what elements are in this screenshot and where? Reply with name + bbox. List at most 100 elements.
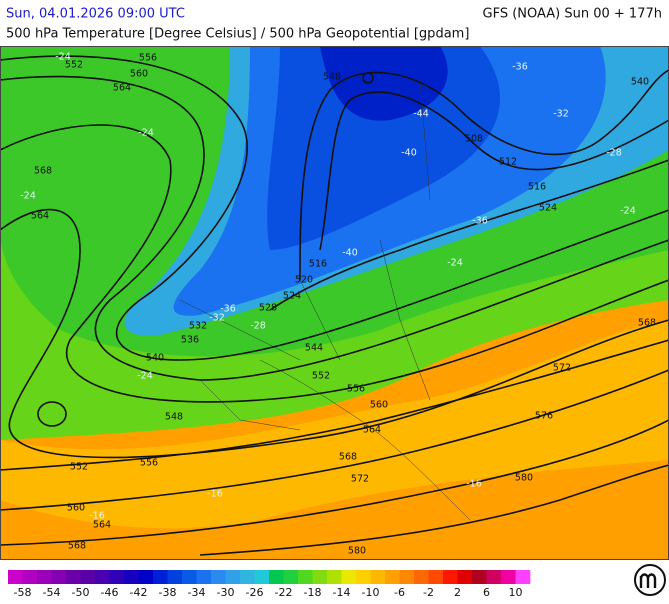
- geopotential-label: 552: [312, 371, 330, 382]
- temperature-label: -32: [209, 313, 225, 324]
- colorbar-label: -58: [14, 586, 32, 599]
- geopotential-label: 568: [339, 452, 357, 463]
- colorbar-swatch: [124, 570, 139, 584]
- colorbar-swatch: [312, 570, 328, 584]
- geopotential-label: 540: [146, 353, 164, 364]
- colorbar-swatch: [486, 570, 502, 584]
- temperature-label: -28: [606, 148, 622, 159]
- geopotential-label: 572: [553, 363, 571, 374]
- colorbar-swatch: [370, 570, 386, 584]
- geopotential-label: 580: [515, 473, 533, 484]
- temperature-label: -24: [138, 128, 154, 139]
- geopotential-label: 524: [283, 291, 301, 302]
- geopotential-label: 560: [67, 503, 85, 514]
- colorbar-label: 2: [454, 586, 461, 599]
- temperature-label: -40: [401, 148, 417, 159]
- colorbar-swatch: [138, 570, 154, 584]
- temperature-label: -24: [137, 371, 153, 382]
- geopotential-label: 556: [140, 458, 158, 469]
- colorbar-swatch: [515, 570, 531, 584]
- temperature-label: -24: [55, 52, 71, 63]
- colorbar-label: -2: [423, 586, 434, 599]
- geopotential-label: 568: [638, 318, 656, 329]
- temperature-label: -24: [620, 206, 636, 217]
- geopotential-label: 568: [34, 166, 52, 177]
- colorbar-swatch: [501, 570, 516, 584]
- colorbar-swatch: [37, 570, 52, 584]
- colorbar-label: -22: [275, 586, 293, 599]
- geopotential-label: 532: [189, 321, 207, 332]
- geopotential-label: 560: [370, 400, 388, 411]
- logo: [634, 564, 666, 596]
- temperature-label: -36: [220, 304, 236, 315]
- colorbar-label: -38: [159, 586, 177, 599]
- geopotential-label: 548: [323, 72, 341, 83]
- colorbar-swatch: [298, 570, 313, 584]
- geopotential-label: 536: [181, 335, 199, 346]
- temperature-label: -40: [342, 248, 358, 259]
- temperature-label: -28: [250, 321, 266, 332]
- colorbar-label: -6: [394, 586, 405, 599]
- geopotential-label: 568: [68, 541, 86, 552]
- map: 552 556 560 564 568 564 548 540 508 512 516 524 516 5…: [0, 46, 669, 560]
- colorbar-label: -46: [101, 586, 119, 599]
- colorbar: -58 -54 -50 -46 -42 -38 -34 -30 -26 -22 -18 -14 -10-…: [8, 570, 531, 599]
- geopotential-label: 564: [113, 83, 131, 94]
- colorbar-swatch: [428, 570, 444, 584]
- colorbar-label: -18: [304, 586, 322, 599]
- colorbar-swatch: [472, 570, 487, 584]
- colorbar-swatch: [283, 570, 299, 584]
- geopotential-label: 560: [130, 69, 148, 80]
- temperature-label: -32: [553, 109, 569, 120]
- colorbar-label: -30: [217, 586, 235, 599]
- geopotential-label: 544: [305, 343, 323, 354]
- colorbar-label: -10: [362, 586, 380, 599]
- colorbar-swatch: [8, 570, 23, 584]
- colorbar-swatch: [196, 570, 212, 584]
- map-title: 500 hPa Temperature [Degree Celsius] / 5…: [6, 27, 469, 42]
- colorbar-label: -42: [130, 586, 148, 599]
- geopotential-label: 512: [499, 157, 517, 168]
- temperature-label: -36: [472, 216, 488, 227]
- colorbar-swatch: [225, 570, 241, 584]
- geopotential-label: 516: [528, 182, 546, 193]
- geopotential-label: 556: [139, 53, 157, 64]
- colorbar-swatch: [414, 570, 429, 584]
- geopotential-label: 564: [93, 520, 111, 531]
- datetime: Sun, 04.01.2026 09:00 UTC: [6, 7, 185, 22]
- geopotential-label: 552: [65, 60, 83, 71]
- temperature-label: -24: [447, 258, 463, 269]
- colorbar-swatch: [457, 570, 473, 584]
- colorbar-swatch: [269, 570, 284, 584]
- geopotential-label: 564: [31, 211, 49, 222]
- colorbar-swatch: [240, 570, 255, 584]
- geopotential-label: 556: [347, 384, 365, 395]
- colorbar-label: -14: [333, 586, 351, 599]
- colorbar-swatch: [211, 570, 226, 584]
- temperature-label: -36: [512, 62, 528, 73]
- geopotential-label: 520: [295, 275, 313, 286]
- geopotential-label: 564: [363, 425, 381, 436]
- geopotential-label: 540: [631, 77, 649, 88]
- colorbar-swatch: [167, 570, 183, 584]
- geopotential-label: 516: [309, 259, 327, 270]
- temperature-label: -16: [466, 479, 482, 490]
- colorbar-label: 6: [483, 586, 490, 599]
- colorbar-swatch: [356, 570, 371, 584]
- temperature-label: -16: [207, 489, 223, 500]
- colorbar-swatch: [327, 570, 342, 584]
- geopotential-label: 508: [465, 134, 483, 145]
- colorbar-swatch: [153, 570, 168, 584]
- colorbar-label: -26: [246, 586, 264, 599]
- geopotential-label: 576: [535, 411, 553, 422]
- temperature-label: -16: [89, 511, 105, 522]
- geopotential-label: 528: [259, 303, 277, 314]
- colorbar-swatch: [385, 570, 400, 584]
- colorbar-swatch: [182, 570, 197, 584]
- colorbar-swatch: [80, 570, 96, 584]
- colorbar-swatch: [22, 570, 38, 584]
- geopotential-label: 524: [539, 203, 557, 214]
- colorbar-swatch: [254, 570, 270, 584]
- colorbar-label: -54: [43, 586, 61, 599]
